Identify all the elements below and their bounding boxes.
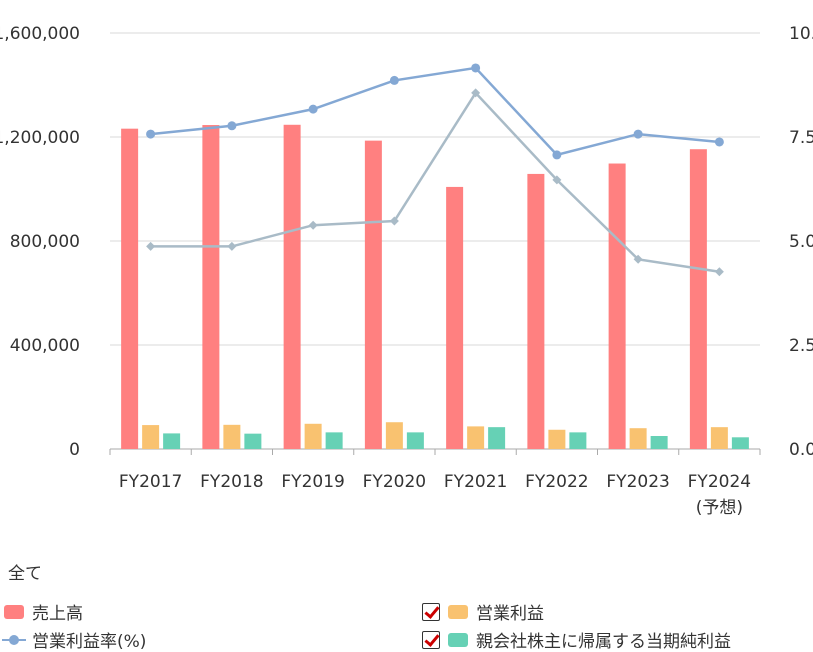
legend: 全て 売上高 営業利益 営業利益率(%) 親会社株主に帰属する当期純利益 (0, 555, 813, 652)
bar (446, 186, 464, 450)
x-tick-label: FY2018 (200, 472, 263, 492)
bar (629, 428, 647, 449)
x-tick-label: FY2019 (281, 472, 344, 492)
y-left-tick-label: 1,200,000 (0, 128, 80, 148)
bar (244, 433, 262, 449)
line-point (471, 63, 481, 73)
bar (283, 124, 301, 449)
bar (406, 432, 424, 449)
bar (121, 128, 139, 449)
bar (142, 425, 160, 449)
series-line (150, 90, 720, 274)
bar (527, 173, 545, 450)
legend-label-sales: 売上高 (32, 604, 83, 624)
bar (467, 426, 485, 449)
y-left-tick-label: 1,600,000 (0, 24, 80, 44)
line-point (714, 267, 724, 277)
legend-item-net-income[interactable]: 親会社株主に帰属する当期純利益 (422, 627, 731, 652)
bar (223, 424, 241, 449)
bar (163, 433, 181, 449)
line-point (389, 75, 399, 85)
line-point (227, 241, 237, 251)
line-point (308, 220, 318, 230)
line-point (633, 129, 643, 139)
line-point (633, 254, 643, 264)
y-right-tick-label: 5.0 (789, 232, 813, 252)
y-left-tick-label: 0 (69, 440, 80, 460)
line-point (227, 121, 237, 131)
legend-label-net-income: 親会社株主に帰属する当期純利益 (476, 632, 731, 652)
x-tick-label: FY2021 (444, 472, 507, 492)
legend-item-operating-margin[interactable]: 営業利益率(%) (2, 627, 147, 652)
bar (325, 432, 343, 449)
legend-label-operating-margin: 営業利益率(%) (32, 632, 147, 652)
bar (364, 140, 382, 449)
x-tick-sublabel: (予想) (696, 498, 743, 518)
line-point (146, 129, 156, 139)
x-tick-label: FY2017 (119, 472, 182, 492)
legend-item-operating-income[interactable]: 営業利益 (422, 599, 544, 624)
line-point (389, 216, 399, 226)
bar (548, 429, 566, 449)
x-tick-label: FY2023 (606, 472, 669, 492)
y-left-tick-label: 400,000 (10, 336, 80, 356)
legend-swatch-net-income (448, 632, 468, 647)
line-point (714, 137, 724, 147)
line-point (552, 150, 562, 160)
chart: 0 400,000 800,000 1,200,000 1,600,000 0.0 2.5 5… (0, 24, 813, 518)
bar (731, 437, 749, 449)
legend-label-operating-income: 営業利益 (476, 604, 544, 624)
y-right-tick-label: 7.5 (789, 128, 813, 148)
legend-swatch-sales (4, 604, 24, 619)
series-line (150, 66, 720, 157)
legend-swatch-operating-income (448, 604, 468, 619)
checkbox-checked-icon[interactable] (422, 602, 440, 621)
y-right-tick-label: 0.0 (789, 440, 813, 460)
x-tick-label: FY2024 (688, 472, 751, 492)
line-point (308, 104, 318, 114)
legend-all-toggle[interactable]: 全て (8, 564, 42, 584)
bar (304, 423, 322, 449)
x-tick-label: FY2022 (525, 472, 588, 492)
y-right-tick-label: 2.5 (789, 336, 813, 356)
bar (608, 163, 626, 449)
legend-swatch-operating-margin (2, 633, 26, 647)
y-right-tick-label: 10.0 (789, 24, 813, 44)
bar (488, 427, 506, 449)
line-point (146, 241, 156, 251)
bar (569, 432, 587, 449)
bar (202, 125, 220, 449)
legend-item-sales[interactable]: 売上高 (4, 599, 83, 624)
bar (385, 422, 403, 449)
bar (710, 427, 728, 449)
bar (650, 436, 668, 449)
line-point (552, 175, 562, 185)
bar (689, 149, 707, 449)
y-left-tick-label: 800,000 (10, 232, 80, 252)
line-point (471, 88, 481, 98)
x-tick-label: FY2020 (363, 472, 426, 492)
